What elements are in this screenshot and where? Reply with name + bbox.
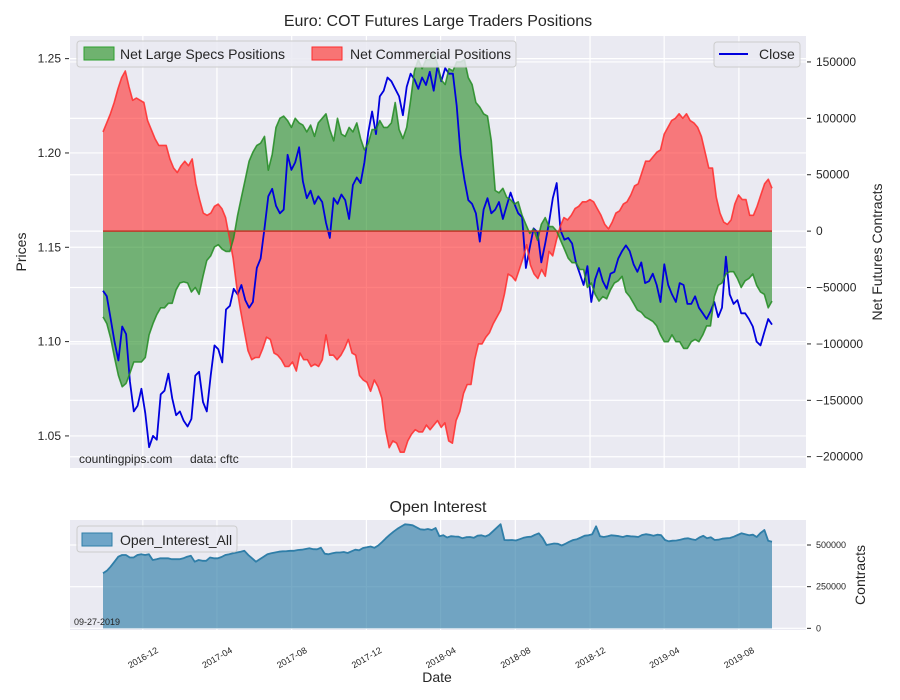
right-tick-label: 50000 <box>816 168 850 182</box>
x-tick-label: 2017-04 <box>200 645 234 670</box>
oi-legend-label: Open_Interest_All <box>120 532 232 548</box>
oi-area <box>103 524 772 629</box>
legend-swatch-specs <box>83 46 115 61</box>
oi-tick-label: 500000 <box>816 540 846 550</box>
legend-label-commercial: Net Commercial Positions <box>350 46 511 62</box>
x-tick-label: 2017-08 <box>275 645 309 670</box>
oi-axis-ticks: 0 250000 500000 <box>807 540 846 633</box>
x-tick-label: 2018-04 <box>424 645 458 670</box>
legend-label-close: Close <box>759 46 795 62</box>
right-tick-label: −50000 <box>816 281 857 295</box>
left-axis-label: Prices <box>13 233 29 272</box>
legend-close: Close <box>713 41 801 68</box>
left-tick-label: 1.05 <box>38 429 62 443</box>
x-tick-label: 2018-12 <box>573 645 607 670</box>
left-tick-label: 1.15 <box>38 240 62 254</box>
left-tick-label: 1.10 <box>38 335 62 349</box>
right-axis-ticks: 150000 100000 50000 0 −50000 −100000 −150000 −2… <box>807 55 863 464</box>
x-axis-label: Date <box>422 669 452 685</box>
right-tick-label: 150000 <box>816 55 856 69</box>
main-title: Euro: COT Futures Large Traders Position… <box>284 13 592 30</box>
oi-tick-label: 250000 <box>816 582 846 592</box>
watermark-source: data: cftc <box>190 452 239 466</box>
oi-date-stamp: 09-27-2019 <box>74 617 120 627</box>
x-axis-ticks: 2016-12 2017-04 2017-08 2017-12 2018-04 2018-… <box>126 645 756 670</box>
right-tick-label: 0 <box>816 224 823 238</box>
oi-title: Open Interest <box>390 499 488 516</box>
oi-plot <box>102 523 773 629</box>
x-tick-label: 2017-12 <box>350 645 384 670</box>
oi-line <box>102 523 773 575</box>
right-tick-label: −150000 <box>816 393 863 407</box>
oi-axis-label: Contracts <box>852 545 868 605</box>
right-tick-label: −100000 <box>816 337 863 351</box>
commercial-area <box>103 71 772 453</box>
legend-label-specs: Net Large Specs Positions <box>120 46 285 62</box>
oi-tick-label: 0 <box>816 623 821 633</box>
right-tick-label: −200000 <box>816 450 863 464</box>
oi-legend: Open_Interest_All <box>76 525 238 553</box>
left-axis-ticks: 1.05 1.10 1.15 1.20 1.25 <box>38 52 69 443</box>
oi-legend-swatch <box>81 532 113 547</box>
left-tick-label: 1.20 <box>38 146 62 160</box>
x-tick-label: 2018-08 <box>499 645 533 670</box>
right-tick-label: 100000 <box>816 111 856 125</box>
right-axis-label: Net Futures Contracts <box>869 184 885 321</box>
x-tick-label: 2019-08 <box>722 645 756 670</box>
x-tick-label: 2019-04 <box>648 645 682 670</box>
left-tick-label: 1.25 <box>38 52 62 66</box>
x-tick-label: 2016-12 <box>126 645 160 670</box>
legend-positions: Net Large Specs Positions Net Commercial… <box>76 40 517 68</box>
commercial-line <box>102 70 773 453</box>
specs-area <box>103 52 772 387</box>
legend-swatch-commercial <box>311 46 343 61</box>
watermark-site: countingpips.com <box>79 452 172 466</box>
